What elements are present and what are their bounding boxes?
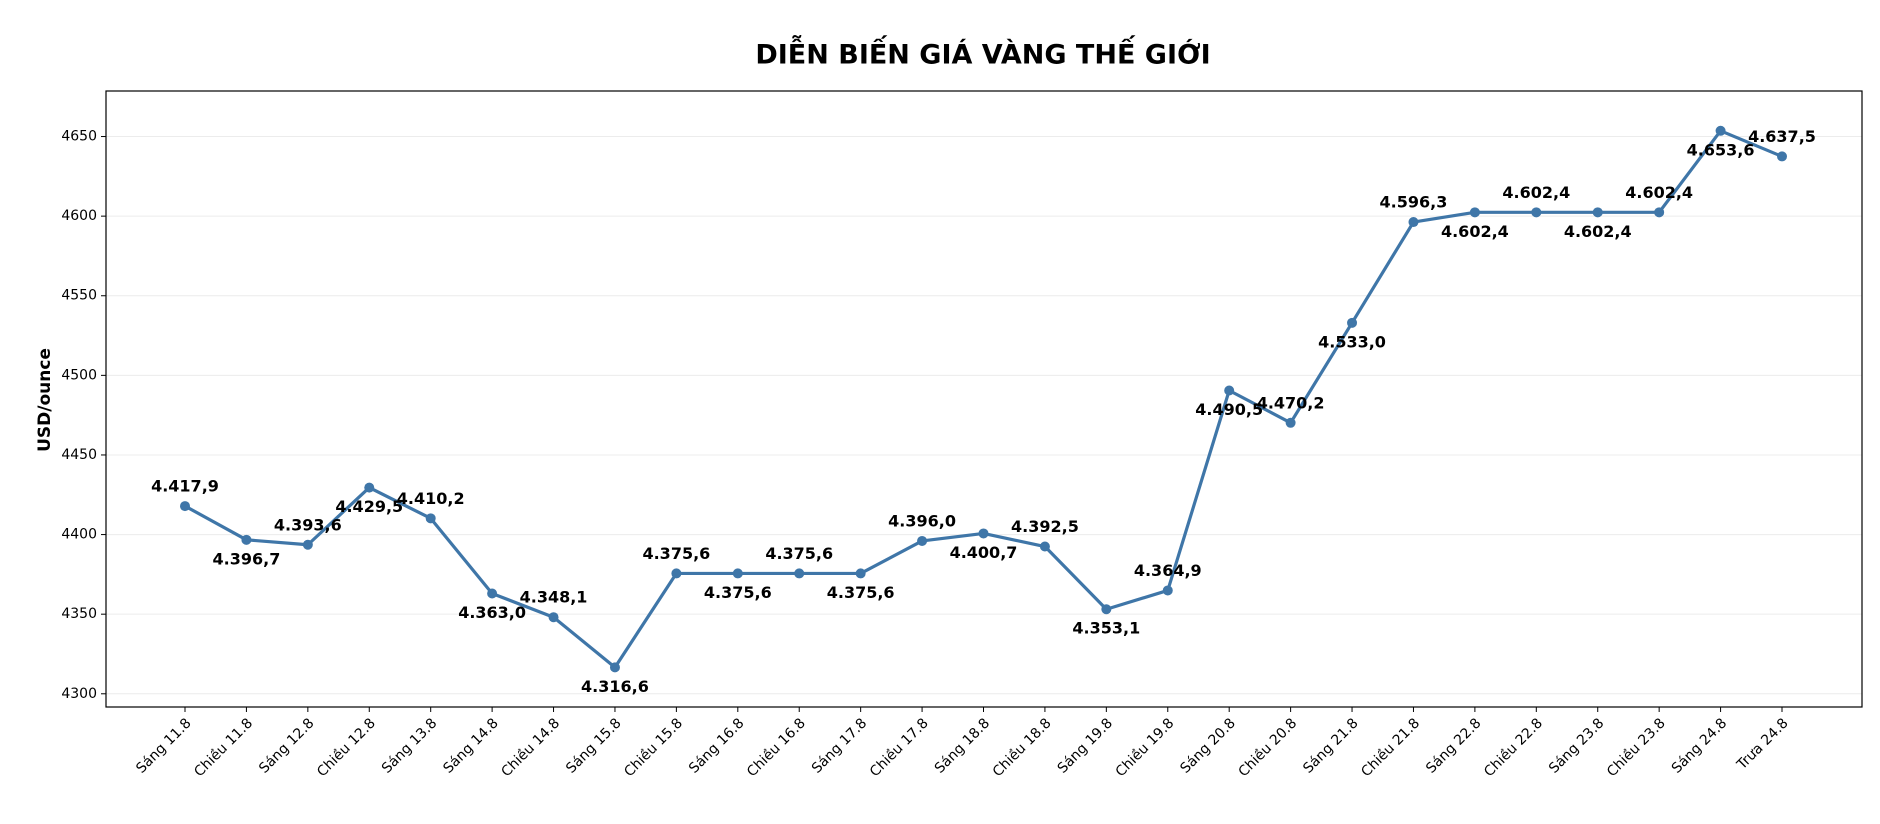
point (1715, 125, 1726, 136)
point (1469, 207, 1480, 218)
point (1531, 207, 1542, 218)
x-tick-label: Sáng 23.8 (1546, 715, 1607, 776)
value-label: 4.470,2 (1257, 393, 1325, 412)
point (1285, 417, 1296, 428)
x-tick-label: Sáng 12.8 (256, 715, 317, 776)
x-tick-label: Chiều 21.8 (1358, 715, 1424, 781)
value-label: 4.375,6 (704, 583, 772, 602)
x-tick-label: Chiều 17.8 (866, 715, 932, 781)
point (425, 513, 436, 524)
x-tick-label: Sáng 24.8 (1669, 715, 1730, 776)
value-label: 4.596,3 (1380, 193, 1448, 212)
point (302, 539, 313, 550)
value-label: 4.533,0 (1318, 332, 1386, 351)
point (978, 528, 989, 539)
point (364, 482, 375, 493)
x-tick-label: Chiều 22.8 (1480, 715, 1546, 781)
point (1224, 385, 1235, 396)
y-tick-label: 4400 (61, 527, 97, 543)
x-tick-label: Sáng 22.8 (1423, 715, 1484, 776)
value-label: 4.602,4 (1502, 183, 1570, 202)
value-label: 4.392,5 (1011, 517, 1079, 536)
point (1039, 541, 1050, 552)
value-label: 4.375,6 (827, 583, 895, 602)
x-tick-label: Sáng 18.8 (932, 715, 993, 776)
point (609, 662, 620, 673)
value-label: 4.353,1 (1072, 619, 1140, 638)
value-label: 4.490,5 (1195, 400, 1263, 419)
y-tick-label: 4600 (61, 208, 97, 224)
point (1592, 207, 1603, 218)
value-label: 4.316,6 (581, 677, 649, 696)
point (1654, 207, 1665, 218)
x-tick-label: Chiều 23.8 (1603, 715, 1669, 781)
point (1101, 604, 1112, 615)
value-label: 4.602,4 (1625, 183, 1693, 202)
point (1347, 317, 1358, 328)
point (241, 534, 252, 545)
x-tick-label: Sáng 19.8 (1055, 715, 1116, 776)
value-label: 4.410,2 (397, 489, 465, 508)
x-tick-label: Chiều 18.8 (989, 715, 1055, 781)
y-tick-label: 4300 (61, 686, 97, 702)
value-label: 4.375,6 (642, 544, 710, 563)
value-label: 4.653,6 (1687, 140, 1755, 159)
x-tick-label: Sáng 11.8 (133, 715, 194, 776)
value-label: 4.417,9 (151, 477, 219, 496)
value-label: 4.396,7 (213, 549, 281, 568)
y-tick-label: 4550 (61, 288, 97, 304)
y-tick-label: 4500 (61, 367, 97, 383)
point (917, 535, 928, 546)
y-tick-label: 4650 (61, 129, 97, 145)
value-label: 4.364,9 (1134, 561, 1202, 580)
value-label: 4.348,1 (520, 588, 588, 607)
value-label: 4.602,4 (1441, 222, 1509, 241)
x-tick-label: Sáng 16.8 (686, 715, 747, 776)
x-tick-label: Chiều 16.8 (743, 715, 809, 781)
x-tick-label: Chiều 15.8 (621, 715, 687, 781)
point (1777, 151, 1787, 162)
x-tick-label: Sáng 14.8 (440, 715, 501, 776)
point (548, 612, 559, 623)
value-label: 4.602,4 (1564, 222, 1632, 241)
x-tick-label: Sáng 17.8 (809, 715, 870, 776)
value-label: 4.393,6 (274, 515, 342, 534)
point (487, 588, 498, 599)
x-tick-label: Chiều 11.8 (191, 715, 257, 781)
value-label: 4.637,5 (1748, 127, 1816, 146)
y-tick-label: 4350 (61, 606, 97, 622)
point (732, 568, 743, 579)
point (855, 568, 866, 579)
x-tick-label: Sáng 13.8 (379, 715, 440, 776)
x-tick-label: Chiều 12.8 (313, 715, 379, 781)
point (794, 568, 805, 579)
x-tick-label: Sáng 20.8 (1177, 715, 1238, 776)
x-tick-label: Trưa 24.8 (1733, 715, 1791, 773)
point (1408, 217, 1419, 228)
x-tick-label: Sáng 21.8 (1300, 715, 1361, 776)
point (1162, 585, 1173, 596)
value-label: 4.375,6 (765, 544, 833, 563)
y-tick-label: 4450 (61, 447, 97, 463)
x-tick-label: Sáng 15.8 (563, 715, 624, 776)
value-label: 4.396,0 (888, 511, 956, 530)
value-label: 4.400,7 (950, 543, 1018, 562)
value-label: 4.429,5 (335, 497, 403, 516)
value-label: 4.363,0 (458, 603, 526, 622)
point (180, 501, 190, 512)
point (671, 568, 682, 579)
line (184, 129, 1783, 669)
y-axis-label: USD/ounce (35, 348, 55, 452)
chart-title: DIỄN BIẾN GIÁ VÀNG THẾ GIỚI (755, 35, 1210, 71)
x-tick-label: Chiều 19.8 (1112, 715, 1178, 781)
x-tick-label: Chiều 14.8 (498, 715, 564, 781)
x-tick-label: Chiều 20.8 (1235, 715, 1301, 781)
